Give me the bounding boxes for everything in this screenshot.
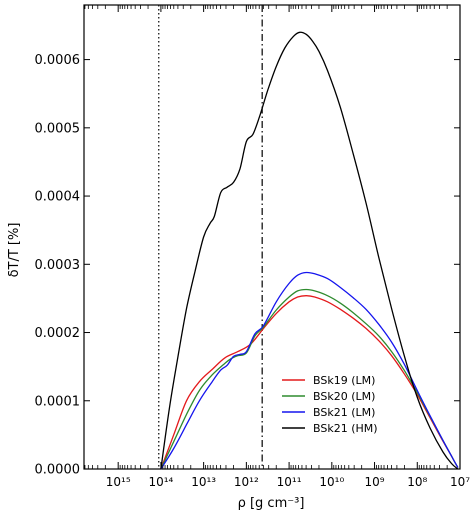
legend-label: BSk21 (LM) bbox=[313, 406, 375, 419]
y-axis-label: δT/T [%] bbox=[7, 223, 22, 278]
legend-label: BSk19 (LM) bbox=[313, 374, 375, 387]
y-tick-label: 0.0006 bbox=[35, 53, 81, 68]
y-axis-ticks: 0.0000 0.0001 0.0002 0.0003 0.0004 0.0005 0.00… bbox=[35, 53, 460, 478]
x-tick-label: 10¹⁵ bbox=[106, 475, 131, 489]
plot-frame bbox=[83, 4, 461, 470]
axes-frame bbox=[83, 4, 461, 470]
series-lines bbox=[160, 31, 459, 470]
x-tick-label: 10⁹ bbox=[364, 475, 384, 489]
x-tick-label: 10¹¹ bbox=[277, 475, 302, 489]
legend-label: BSk21 (HM) bbox=[313, 422, 378, 435]
x-tick-label: 10¹⁴ bbox=[148, 475, 173, 489]
x-tick-label: 10⁸ bbox=[407, 475, 427, 489]
x-axis-label: ρ [g cm⁻³] bbox=[238, 496, 305, 511]
y-tick-label: 0.0004 bbox=[35, 190, 81, 205]
legend: BSk19 (LM) BSk20 (LM) BSk21 (LM) BSk21 (HM) bbox=[282, 374, 378, 435]
series-line bbox=[160, 31, 459, 470]
series-line bbox=[160, 271, 459, 470]
x-axis-ticks: 10¹⁵ 10¹⁴ 10¹³ 10¹² 10¹¹ 10¹⁰ 10⁹ 10⁸ 10⁷ bbox=[84, 5, 470, 489]
x-tick-label: 10¹³ bbox=[191, 475, 216, 489]
x-tick-label: 10¹² bbox=[234, 475, 259, 489]
x-tick-label: 10¹⁰ bbox=[319, 475, 344, 489]
y-tick-label: 0.0002 bbox=[35, 326, 81, 341]
y-tick-label: 0.0005 bbox=[35, 121, 81, 136]
legend-label: BSk20 (LM) bbox=[313, 390, 375, 403]
x-tick-label: 10⁷ bbox=[450, 475, 470, 489]
y-tick-label: 0.0003 bbox=[35, 258, 81, 273]
y-tick-label: 0.0000 bbox=[35, 463, 81, 478]
reference-lines bbox=[158, 5, 263, 469]
y-tick-label: 0.0001 bbox=[35, 394, 81, 409]
series-line bbox=[160, 288, 459, 470]
